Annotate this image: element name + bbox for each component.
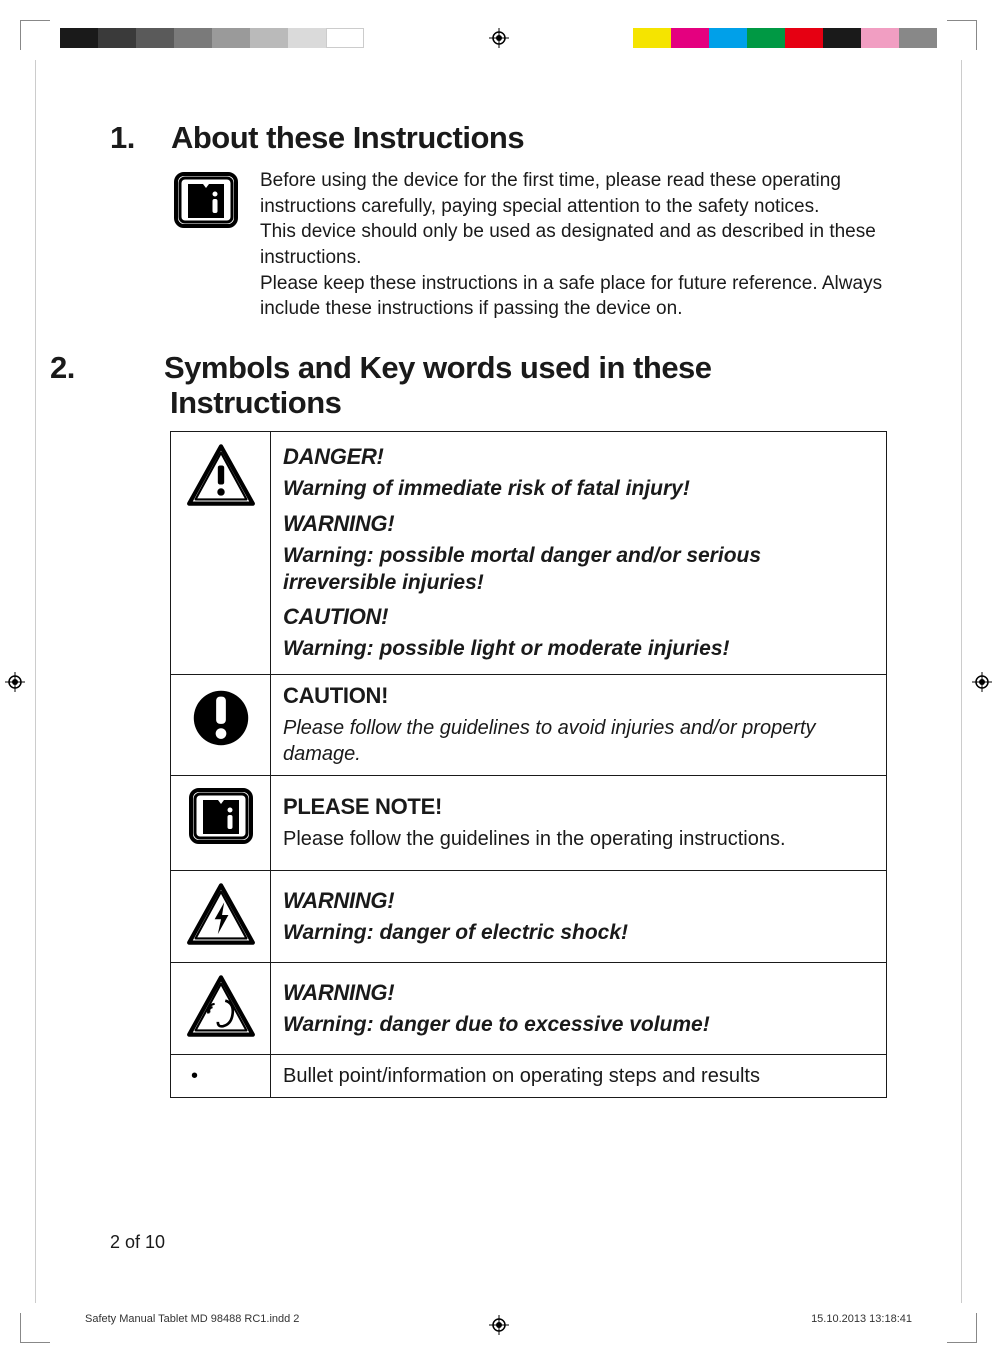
symbol-cell	[171, 776, 271, 871]
table-row: • Bullet point/information on operating …	[171, 1055, 887, 1098]
warning-triangle-ear-icon	[182, 1028, 260, 1045]
crop-mark-bl	[20, 1313, 50, 1343]
symbol-cell	[171, 675, 271, 776]
section-1-heading: 1. About these Instructions	[110, 120, 887, 156]
read-manual-icon	[170, 168, 242, 322]
table-row: DANGER! Warning of immediate risk of fat…	[171, 432, 887, 675]
footer-datetime: 15.10.2013 13:18:41	[811, 1313, 912, 1325]
symbols-table: DANGER! Warning of immediate risk of fat…	[170, 431, 887, 1098]
section-2-title: Symbols and Key words used in these Inst…	[164, 350, 712, 421]
printer-color-bar-grayscale	[60, 28, 364, 48]
danger-heading: DANGER!	[283, 444, 874, 470]
danger-subtext: Warning of immediate risk of fatal injur…	[283, 476, 874, 502]
warning-subtext: Warning: possible mortal danger and/or s…	[283, 543, 874, 596]
symbol-cell	[171, 871, 271, 963]
circle-exclaim-icon	[186, 740, 256, 757]
section-2-heading: 2.Symbols and Key words used in these In…	[110, 350, 887, 421]
registration-mark-icon	[972, 672, 992, 692]
section-1-title: About these Instructions	[171, 120, 524, 155]
registration-mark-icon	[5, 672, 25, 692]
section-1-number: 1.	[110, 120, 164, 156]
table-row: PLEASE NOTE! Please follow the guideline…	[171, 776, 887, 871]
crop-mark-tr	[947, 20, 977, 50]
warning-triangle-bolt-icon	[182, 936, 260, 953]
footer-filename: Safety Manual Tablet MD 98488 RC1.indd 2	[85, 1313, 299, 1325]
please-note-body: Please follow the guidelines in the oper…	[283, 826, 874, 852]
caution-heading: CAUTION!	[283, 604, 874, 630]
table-row: WARNING! Warning: danger of electric sho…	[171, 871, 887, 963]
symbol-cell	[171, 432, 271, 675]
intro-paragraph-1: Before using the device for the first ti…	[260, 168, 887, 219]
volume-warning-heading: WARNING!	[283, 980, 874, 1006]
intro-paragraph-3: Please keep these instructions in a safe…	[260, 271, 887, 322]
warning-heading: WARNING!	[283, 511, 874, 537]
table-row: CAUTION! Please follow the guidelines to…	[171, 675, 887, 776]
bullet-symbol-cell: •	[171, 1055, 271, 1098]
manual-info-icon	[185, 837, 257, 854]
volume-warning-subtext: Warning: danger due to excessive volume!	[283, 1012, 874, 1038]
footer-metadata: Safety Manual Tablet MD 98488 RC1.indd 2…	[85, 1313, 912, 1325]
caution-subtext: Warning: possible light or moderate inju…	[283, 636, 874, 662]
symbol-cell	[171, 963, 271, 1055]
caution-guidelines-heading: CAUTION!	[283, 683, 874, 709]
electric-shock-subtext: Warning: danger of electric shock!	[283, 920, 874, 946]
intro-paragraph-2: This device should only be used as desig…	[260, 219, 887, 270]
bullet-description: Bullet point/information on operating st…	[271, 1055, 887, 1098]
page-number: 2 of 10	[110, 1232, 165, 1253]
electric-shock-heading: WARNING!	[283, 888, 874, 914]
table-row: WARNING! Warning: danger due to excessiv…	[171, 963, 887, 1055]
crop-mark-br	[947, 1313, 977, 1343]
printer-color-bar-process	[633, 28, 937, 48]
warning-triangle-exclaim-icon	[182, 497, 260, 514]
section-2-number: 2.	[110, 350, 164, 386]
crop-mark-tl	[20, 20, 50, 50]
registration-mark-icon	[489, 28, 509, 48]
please-note-heading: PLEASE NOTE!	[283, 794, 874, 820]
caution-guidelines-body: Please follow the guidelines to avoid in…	[283, 715, 874, 767]
